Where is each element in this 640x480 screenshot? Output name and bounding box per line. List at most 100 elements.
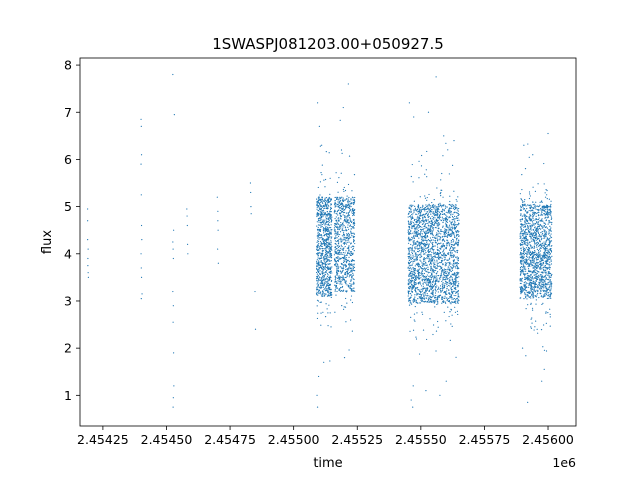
data-point bbox=[544, 248, 546, 250]
data-point bbox=[421, 268, 423, 270]
data-point bbox=[453, 266, 455, 268]
data-point bbox=[542, 281, 544, 284]
data-point bbox=[330, 267, 332, 269]
data-point bbox=[447, 210, 449, 212]
data-point bbox=[407, 216, 409, 218]
data-point bbox=[417, 204, 420, 206]
data-point bbox=[432, 248, 434, 250]
data-point bbox=[409, 269, 411, 272]
data-point bbox=[437, 225, 439, 227]
data-point bbox=[321, 245, 323, 248]
data-point bbox=[448, 284, 450, 287]
data-point bbox=[87, 239, 89, 241]
data-point bbox=[140, 125, 142, 128]
data-point bbox=[528, 256, 530, 258]
data-point bbox=[342, 230, 344, 232]
data-point bbox=[324, 268, 326, 270]
data-point bbox=[335, 172, 337, 174]
data-point bbox=[452, 241, 454, 243]
data-point bbox=[329, 250, 332, 253]
data-point bbox=[522, 272, 524, 274]
data-point bbox=[455, 298, 457, 300]
data-point bbox=[325, 262, 327, 264]
data-point bbox=[350, 198, 352, 200]
data-point bbox=[329, 272, 332, 274]
data-point bbox=[443, 246, 445, 248]
data-point bbox=[327, 236, 329, 238]
data-point bbox=[347, 226, 349, 228]
data-point bbox=[425, 247, 427, 249]
data-point bbox=[326, 289, 329, 291]
data-point bbox=[443, 233, 445, 235]
data-point bbox=[443, 279, 445, 281]
data-point bbox=[534, 203, 536, 205]
data-point bbox=[324, 247, 327, 249]
data-point bbox=[456, 207, 458, 209]
data-point bbox=[324, 316, 327, 318]
data-point bbox=[326, 273, 328, 275]
data-point bbox=[538, 234, 541, 236]
data-point bbox=[448, 230, 450, 232]
data-point bbox=[427, 219, 430, 221]
data-point bbox=[411, 227, 413, 229]
data-point bbox=[319, 270, 321, 272]
data-point bbox=[346, 302, 348, 304]
data-point bbox=[325, 233, 328, 235]
data-point bbox=[443, 271, 446, 273]
data-point bbox=[328, 283, 331, 285]
data-point bbox=[412, 224, 415, 226]
data-point bbox=[340, 227, 342, 229]
data-point bbox=[446, 245, 448, 247]
data-point bbox=[140, 154, 143, 156]
data-point bbox=[330, 326, 332, 328]
data-point bbox=[346, 241, 348, 244]
data-point bbox=[430, 265, 432, 267]
data-point bbox=[327, 259, 329, 261]
data-point bbox=[423, 247, 425, 249]
data-point bbox=[407, 266, 409, 268]
data-point bbox=[454, 311, 457, 313]
data-point bbox=[416, 292, 418, 294]
data-point bbox=[334, 281, 336, 283]
data-point bbox=[322, 238, 324, 240]
data-point bbox=[526, 295, 528, 297]
data-point bbox=[425, 212, 427, 215]
data-point bbox=[424, 239, 426, 241]
data-point bbox=[445, 242, 448, 244]
data-point bbox=[428, 211, 431, 213]
data-point bbox=[347, 252, 349, 255]
data-point bbox=[338, 278, 340, 280]
data-point bbox=[408, 275, 410, 277]
data-point bbox=[446, 269, 448, 271]
data-point bbox=[347, 206, 350, 209]
data-point bbox=[422, 243, 425, 246]
data-point bbox=[407, 295, 409, 297]
data-point bbox=[334, 210, 336, 213]
data-point bbox=[532, 211, 534, 214]
data-point bbox=[335, 237, 337, 239]
data-point bbox=[413, 237, 415, 240]
data-point bbox=[522, 207, 524, 209]
data-point bbox=[547, 233, 550, 235]
data-point bbox=[521, 218, 524, 220]
data-point bbox=[420, 242, 422, 245]
data-point bbox=[523, 213, 525, 215]
data-point bbox=[454, 306, 456, 308]
data-point bbox=[325, 239, 327, 241]
data-point bbox=[435, 206, 437, 208]
data-point bbox=[448, 266, 450, 268]
data-point bbox=[334, 284, 336, 286]
data-point bbox=[540, 271, 542, 273]
data-point bbox=[522, 246, 524, 248]
data-point bbox=[456, 212, 459, 214]
data-point bbox=[407, 282, 409, 284]
data-point bbox=[413, 219, 415, 222]
data-point bbox=[350, 230, 352, 232]
data-point bbox=[418, 242, 420, 244]
data-point bbox=[436, 256, 438, 259]
data-point bbox=[425, 287, 427, 289]
data-point bbox=[530, 204, 532, 206]
data-point bbox=[325, 303, 327, 305]
data-point bbox=[525, 247, 528, 249]
data-point bbox=[454, 243, 456, 245]
